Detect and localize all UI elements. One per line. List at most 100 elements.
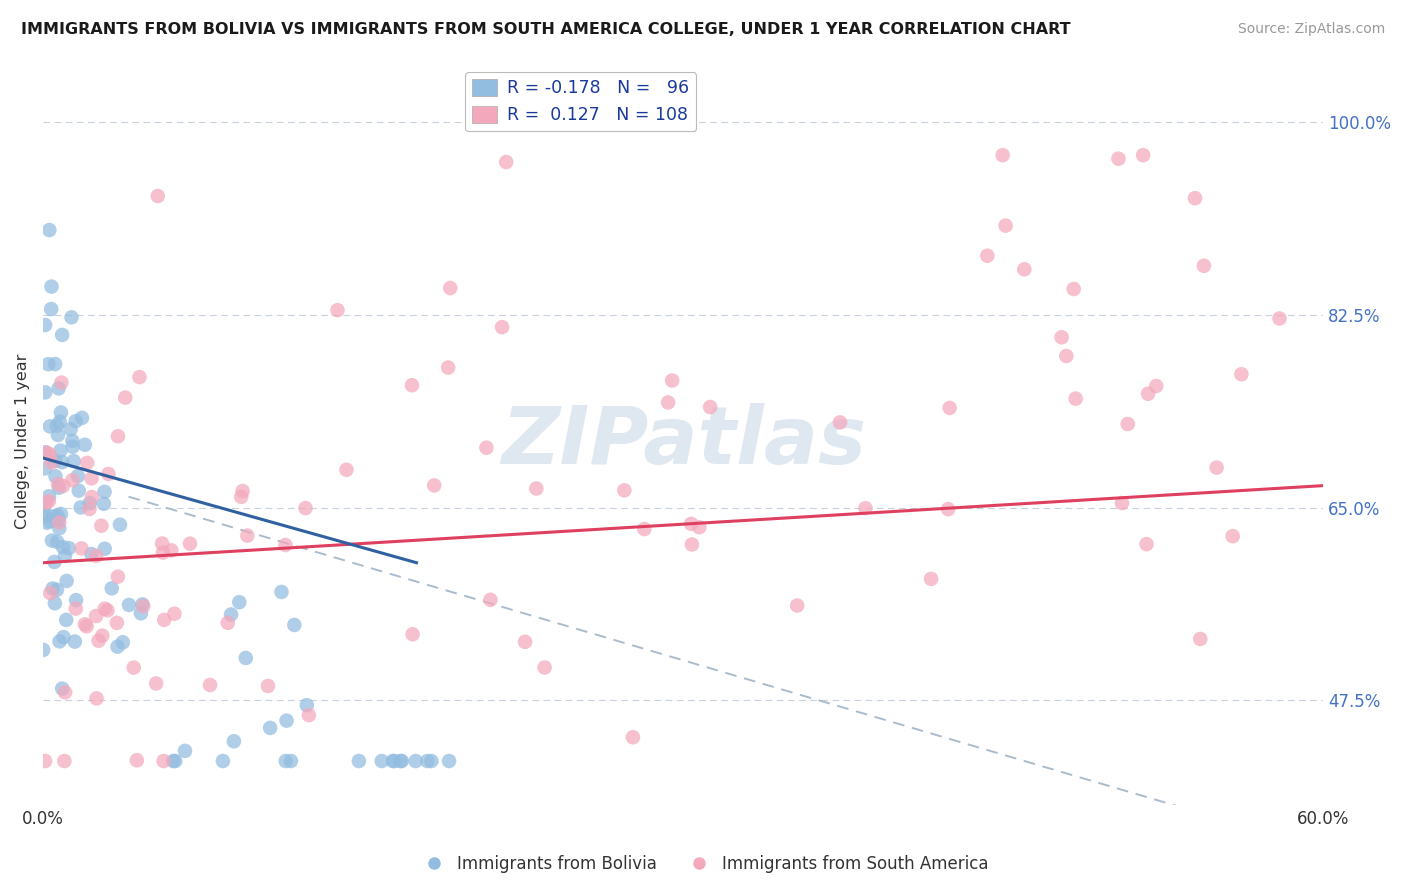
Point	[76, 619, 98, 633]
Point	[73, 438, 96, 452]
Point	[936, 502, 959, 516]
Point	[87, 633, 110, 648]
Point	[439, 281, 461, 295]
Point	[48, 516, 70, 530]
Point	[80, 490, 103, 504]
Point	[49, 507, 72, 521]
Point	[65, 414, 87, 428]
Point	[63, 634, 86, 648]
Point	[217, 615, 239, 630]
Point	[48, 521, 70, 535]
Legend: Immigrants from Bolivia, Immigrants from South America: Immigrants from Bolivia, Immigrants from…	[411, 848, 995, 880]
Point	[479, 592, 502, 607]
Point	[152, 754, 174, 768]
Point	[32, 501, 55, 516]
Point	[38, 489, 60, 503]
Point	[855, 501, 877, 516]
Point	[661, 374, 683, 388]
Point	[657, 395, 679, 409]
Text: ZIPatlas: ZIPatlas	[501, 402, 866, 481]
Point	[107, 640, 129, 654]
Point	[62, 454, 84, 468]
Point	[35, 516, 58, 530]
Point	[97, 467, 120, 481]
Point	[920, 572, 942, 586]
Point	[34, 318, 56, 332]
Point	[39, 515, 62, 529]
Point	[179, 536, 201, 550]
Point	[389, 754, 412, 768]
Point	[49, 405, 72, 419]
Point	[621, 731, 644, 745]
Point	[298, 708, 321, 723]
Point	[65, 601, 87, 615]
Point	[1135, 537, 1157, 551]
Point	[401, 378, 423, 392]
Point	[1107, 152, 1129, 166]
Point	[228, 595, 250, 609]
Point	[165, 754, 187, 768]
Point	[44, 357, 66, 371]
Point	[60, 434, 83, 448]
Point	[60, 473, 83, 487]
Point	[423, 478, 446, 492]
Point	[475, 441, 498, 455]
Point	[108, 517, 131, 532]
Point	[46, 535, 69, 549]
Point	[270, 585, 292, 599]
Point	[1192, 259, 1215, 273]
Point	[405, 754, 427, 768]
Point	[295, 698, 318, 713]
Point	[51, 455, 73, 469]
Point	[1137, 386, 1160, 401]
Point	[96, 603, 118, 617]
Point	[280, 754, 302, 768]
Point	[212, 754, 235, 768]
Point	[70, 411, 93, 425]
Point	[34, 385, 56, 400]
Point	[122, 660, 145, 674]
Point	[274, 538, 297, 552]
Point	[107, 429, 129, 443]
Point	[1111, 496, 1133, 510]
Point	[524, 482, 547, 496]
Point	[162, 754, 184, 768]
Point	[153, 613, 176, 627]
Point	[1132, 148, 1154, 162]
Point	[34, 754, 56, 768]
Point	[35, 495, 58, 509]
Point	[437, 360, 460, 375]
Point	[52, 540, 75, 554]
Point	[131, 598, 153, 612]
Point	[276, 714, 298, 728]
Point	[44, 454, 66, 468]
Point	[76, 456, 98, 470]
Point	[118, 598, 141, 612]
Point	[146, 189, 169, 203]
Point	[235, 651, 257, 665]
Point	[53, 754, 76, 768]
Point	[48, 634, 70, 648]
Point	[991, 148, 1014, 162]
Point	[51, 327, 73, 342]
Point	[613, 483, 636, 498]
Point	[1054, 349, 1077, 363]
Point	[48, 381, 70, 395]
Point	[688, 520, 710, 534]
Point	[48, 481, 70, 495]
Point	[41, 533, 63, 548]
Point	[41, 279, 63, 293]
Point	[1063, 282, 1085, 296]
Point	[111, 635, 134, 649]
Point	[1230, 368, 1253, 382]
Point	[52, 630, 75, 644]
Point	[46, 477, 69, 491]
Point	[69, 500, 91, 515]
Point	[37, 357, 59, 371]
Text: Source: ZipAtlas.com: Source: ZipAtlas.com	[1237, 22, 1385, 37]
Point	[236, 528, 259, 542]
Point	[45, 582, 67, 597]
Point	[51, 376, 73, 390]
Point	[41, 582, 63, 596]
Point	[100, 582, 122, 596]
